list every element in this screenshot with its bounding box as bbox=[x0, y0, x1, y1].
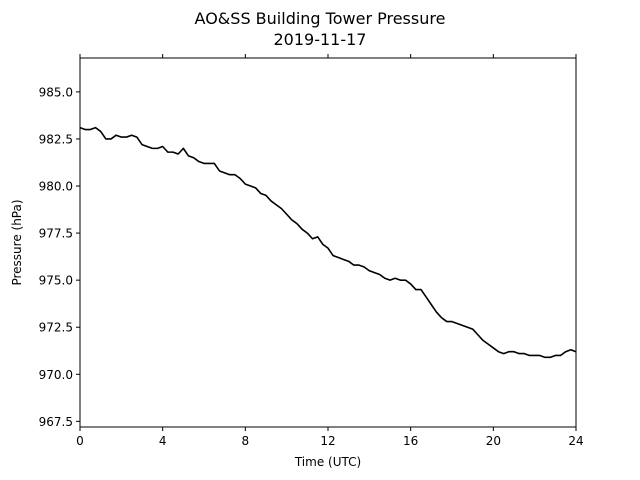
y-tick-label: 985.0 bbox=[39, 85, 73, 99]
x-tick-label: 12 bbox=[320, 434, 335, 448]
y-axis-label: Pressure (hPa) bbox=[10, 199, 24, 285]
x-tick-label: 16 bbox=[403, 434, 418, 448]
plot-frame bbox=[79, 57, 577, 428]
x-tick-label: 24 bbox=[568, 434, 583, 448]
x-tick-label: 0 bbox=[76, 434, 84, 448]
chart-title: AO&SS Building Tower Pressure bbox=[195, 9, 446, 28]
y-tick-label: 980.0 bbox=[39, 180, 73, 194]
y-tick-label: 982.5 bbox=[39, 132, 73, 146]
x-tick-label: 8 bbox=[242, 434, 250, 448]
x-axis-label: Time (UTC) bbox=[294, 455, 361, 469]
y-tick-label: 975.0 bbox=[39, 274, 73, 288]
y-tick-label: 972.5 bbox=[39, 321, 73, 335]
pressure-line bbox=[79, 126, 577, 359]
y-tick-label: 967.5 bbox=[39, 415, 73, 429]
y-tick-label: 977.5 bbox=[39, 227, 73, 241]
x-tick-label: 20 bbox=[486, 434, 501, 448]
plot-area bbox=[79, 126, 577, 359]
y-axis-ticks: 967.5 970.0 972.5 975.0 977.5 980.0 982.5 985.0 bbox=[39, 85, 80, 429]
x-tick-label: 4 bbox=[159, 434, 167, 448]
chart-subtitle: 2019-11-17 bbox=[274, 30, 367, 49]
x-axis-ticks: 0 4 8 12 16 20 24 bbox=[76, 54, 584, 448]
y-tick-label: 970.0 bbox=[39, 368, 73, 382]
